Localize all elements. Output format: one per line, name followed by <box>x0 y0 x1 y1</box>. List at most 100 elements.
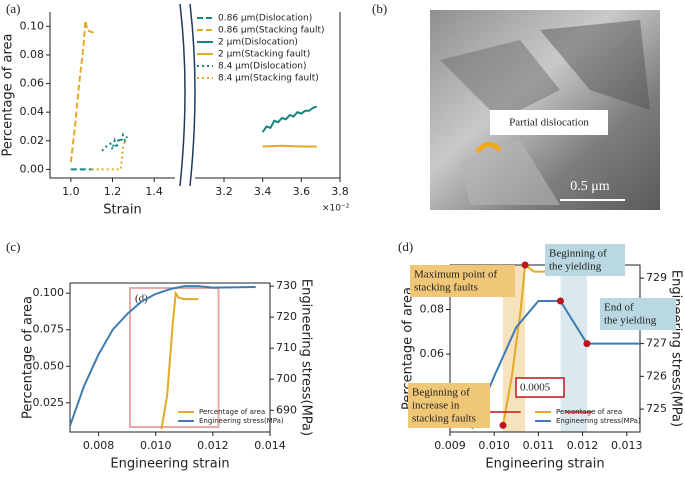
grain <box>540 20 650 110</box>
annotation-text: Maximum point of <box>414 269 497 281</box>
dislocation-mark <box>475 142 502 154</box>
chart: (d)0.0090.0100.0110.0120.0130.040.060.08… <box>398 239 684 472</box>
y-tick-label: 0.10 <box>20 19 45 32</box>
x-tick-label: 0.012 <box>567 439 599 452</box>
y2-tick-label: 726 <box>646 369 667 382</box>
annotation-text: the yielding <box>604 315 657 327</box>
x-tick-label: 0.010 <box>140 439 172 452</box>
x-tick-label: 3.8 <box>331 185 349 198</box>
annotation-box <box>600 298 676 330</box>
x-tick-label: 1.0 <box>62 185 80 198</box>
y-tick-label: 0.050 <box>33 359 65 372</box>
annotation-text: stacking faults <box>412 413 476 425</box>
panel-label: (d) <box>398 239 413 254</box>
x-tick-label: 0.008 <box>83 439 115 452</box>
y-tick-label: 0.08 <box>20 48 45 61</box>
y-tick-label: 0.100 <box>33 286 65 299</box>
series-line <box>69 20 97 163</box>
series-line <box>262 144 317 148</box>
panel-b: (b) Partial dislocation 0.5 μm <box>372 1 660 210</box>
legend-label: 8.4 μm(Stacking fault) <box>218 74 319 84</box>
marker <box>583 340 591 348</box>
marker <box>521 261 529 269</box>
x-tick-label: 1.4 <box>145 185 163 198</box>
annotation: Partial dislocation <box>509 117 589 129</box>
x-tick-label: 0.013 <box>611 439 643 452</box>
x-tick-label: 3.2 <box>215 185 233 198</box>
axis-frame <box>69 282 271 433</box>
marker <box>556 297 564 305</box>
y2-tick-label: 720 <box>276 310 297 323</box>
x-axis-label: Strain <box>103 203 142 218</box>
chart: (c) (d) 0.008 0.010 0.012 0.014 0.025 0.050 0.07… <box>6 239 314 472</box>
legend-label: 2 μm(Dislocation) <box>218 38 298 48</box>
y-tick-label: 0.04 <box>20 105 45 118</box>
y-tick-label: 0.075 <box>33 323 65 336</box>
grain <box>440 40 560 120</box>
series-line <box>502 263 561 426</box>
y2-tick-label: 700 <box>276 372 297 385</box>
marker <box>499 421 507 429</box>
annotation-text: the yielding <box>549 261 602 273</box>
x-tick-label: 0.012 <box>197 439 229 452</box>
y2-axis-label: Engineering stress(MPa) <box>299 279 314 436</box>
y-tick-label: 0.08 <box>420 303 445 316</box>
x-tick-label: 0.010 <box>478 439 510 452</box>
annotation-text: increase in <box>412 400 460 412</box>
x-tick-label: 0.009 <box>434 439 466 452</box>
series-line <box>91 139 128 171</box>
axis-frame <box>49 12 175 179</box>
x-axis-label: Engineering strain <box>110 457 229 472</box>
annotation-text: 0.0005 <box>520 382 551 394</box>
y2-tick-label: 727 <box>646 337 667 350</box>
legend-label: 8.4 μm(Dislocation) <box>218 62 307 72</box>
annotation-text: Beginning of <box>549 248 607 260</box>
legend-label: Engineering stress(MPa) <box>556 417 641 425</box>
y-axis-label: Percentage of area <box>401 287 416 410</box>
y2-tick-label: 729 <box>646 271 667 284</box>
series-line <box>261 105 318 133</box>
panel-label: (b) <box>372 1 387 16</box>
annotation-text: End of <box>604 302 634 314</box>
annotation-text: stacking faults <box>414 282 478 294</box>
y2-tick-label: 730 <box>276 279 297 292</box>
legend-label: Percentage of area <box>199 408 265 416</box>
grain <box>460 140 560 205</box>
series-line <box>69 285 256 427</box>
y-tick-label: 0.00 <box>20 162 45 175</box>
y2-tick-label: 725 <box>646 402 667 415</box>
y-tick-label: 0.02 <box>20 134 45 147</box>
series-line <box>160 290 199 430</box>
band <box>560 265 587 432</box>
x-multiplier: ×10⁻² <box>322 204 350 214</box>
chart: (a) ×10⁻² 1.0 1.2 1.4 3.2 3.4 3.6 3.8 0.00 0.02 0.0… <box>1 1 350 218</box>
y-axis-label: Percentage of area <box>1 34 16 157</box>
x-tick-label: 0.011 <box>523 439 555 452</box>
panel-label: (a) <box>6 1 20 16</box>
x-tick-label: 0.014 <box>254 439 286 452</box>
axis-break <box>179 3 196 187</box>
x-tick-label: 3.4 <box>254 185 272 198</box>
y2-tick-label: 690 <box>276 403 297 416</box>
annotation-box <box>490 110 608 135</box>
annotation-box <box>515 377 565 398</box>
y-tick-label: 0.06 <box>20 77 45 90</box>
legend-label: 2 μm(Stacking fault) <box>218 50 310 60</box>
annotation-box <box>408 383 490 428</box>
legend-label: Engineering stress(MPa) <box>199 417 284 425</box>
panel-label: (c) <box>6 239 20 254</box>
annotation-text: Beginning of <box>412 387 470 399</box>
inset-label: (d) <box>135 293 148 305</box>
x-tick-label: 1.2 <box>104 185 122 198</box>
scale-label: 0.5 μm <box>570 179 610 194</box>
y2-axis-label: Engineering stress(MPa) <box>669 270 684 427</box>
annotation-box <box>545 244 625 276</box>
y-tick-label: 0.025 <box>33 396 65 409</box>
y2-tick-label: 710 <box>276 341 297 354</box>
legend-label: 0.86 μm(Stacking fault) <box>218 26 325 36</box>
legend-label: 0.86 μm(Dislocation) <box>218 14 312 24</box>
y-axis-label: Percentage of area <box>21 296 36 419</box>
x-axis-label: Engineering strain <box>485 457 604 472</box>
y-tick-label: 0.06 <box>420 347 445 360</box>
